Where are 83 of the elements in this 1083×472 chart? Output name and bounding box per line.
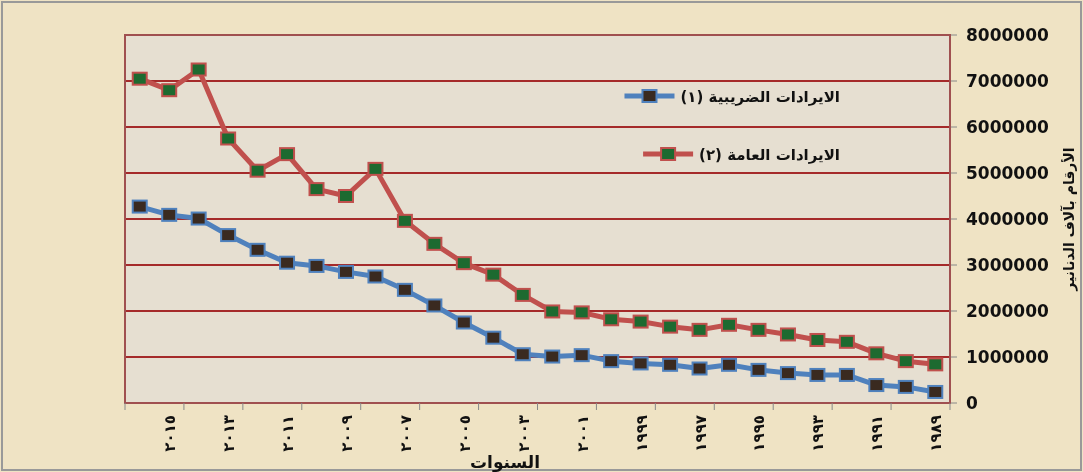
x-tick-label: ٢٠٠٧ [396, 415, 415, 452]
point [838, 334, 855, 349]
x-tick-label: ١٩٨٩ [927, 415, 946, 452]
x-tick-label: ٢٠٠٥ [455, 415, 474, 452]
legend-label: الايرادات الضريبية (١) [680, 88, 840, 106]
x-tick-label: ٢٠٠١ [573, 415, 592, 452]
point [868, 378, 885, 393]
point [249, 163, 266, 178]
point [308, 258, 325, 273]
y-tick-label: 4000000 [966, 209, 1049, 229]
point [485, 267, 502, 282]
point [603, 312, 620, 327]
point [573, 305, 590, 320]
point [632, 314, 649, 329]
y-tick-label: 1000000 [966, 347, 1049, 367]
y-tick-label: 8000000 [966, 25, 1049, 45]
point [544, 304, 561, 319]
point [514, 347, 531, 362]
point [838, 367, 855, 382]
point [396, 282, 413, 297]
x-tick-label: ٢٠٠٩ [337, 415, 356, 452]
x-tick-label: ١٩٩٧ [691, 415, 710, 452]
point [161, 83, 178, 98]
point [426, 236, 443, 251]
x-tick-label: ٢٠١١ [279, 415, 298, 452]
x-tick-label: ١٩٩٥ [750, 415, 769, 452]
point [485, 330, 502, 345]
point [396, 213, 413, 228]
point [691, 322, 708, 337]
point [455, 256, 472, 271]
point [544, 349, 561, 364]
point [426, 298, 443, 313]
x-tick-label: ١٩٩٩ [632, 415, 651, 452]
point [897, 354, 914, 369]
point [603, 354, 620, 369]
x-tick-label: ١٩٩٣ [809, 415, 828, 452]
point [190, 62, 207, 77]
y-tick-label: 2000000 [966, 301, 1049, 321]
point [721, 317, 738, 332]
point [721, 357, 738, 372]
x-tick-label: ١٩٩١ [868, 415, 887, 452]
y-tick-label: 6000000 [966, 117, 1049, 137]
point [131, 71, 148, 86]
point [573, 348, 590, 363]
legend-label: الايرادات العامة (٢) [699, 146, 840, 164]
point [337, 264, 354, 279]
point [662, 357, 679, 372]
x-tick-label: ٢٠١٥ [161, 415, 180, 452]
y-tick-label: 5000000 [966, 163, 1049, 183]
point [779, 366, 796, 381]
point [691, 361, 708, 376]
point [514, 287, 531, 302]
y-tick-label: 3000000 [966, 255, 1049, 275]
point [337, 189, 354, 203]
point [279, 255, 296, 270]
point [809, 367, 826, 382]
x-tick-label: ٢٠١٣ [220, 415, 239, 452]
point [868, 346, 885, 361]
point [367, 269, 384, 284]
x-axis-title: السنوات [469, 452, 541, 472]
x-tick-label: ٢٠٠٣ [514, 415, 533, 452]
point [308, 182, 325, 197]
point [367, 161, 384, 176]
y-axis-title: الأرقام بآلاف الدنانير [1060, 147, 1078, 292]
point [455, 315, 472, 330]
point [220, 131, 237, 146]
point [632, 356, 649, 371]
point [279, 147, 296, 162]
point [750, 322, 767, 337]
point [249, 242, 266, 257]
point [779, 327, 796, 342]
point [662, 319, 679, 334]
point [809, 332, 826, 347]
y-tick-label: 0 [966, 393, 978, 413]
point [190, 211, 207, 226]
point [897, 379, 914, 394]
point [927, 357, 944, 372]
point [161, 207, 178, 222]
point [131, 199, 148, 214]
y-tick-label: 7000000 [966, 71, 1049, 91]
point [750, 362, 767, 377]
point [220, 228, 237, 243]
point [927, 384, 944, 399]
